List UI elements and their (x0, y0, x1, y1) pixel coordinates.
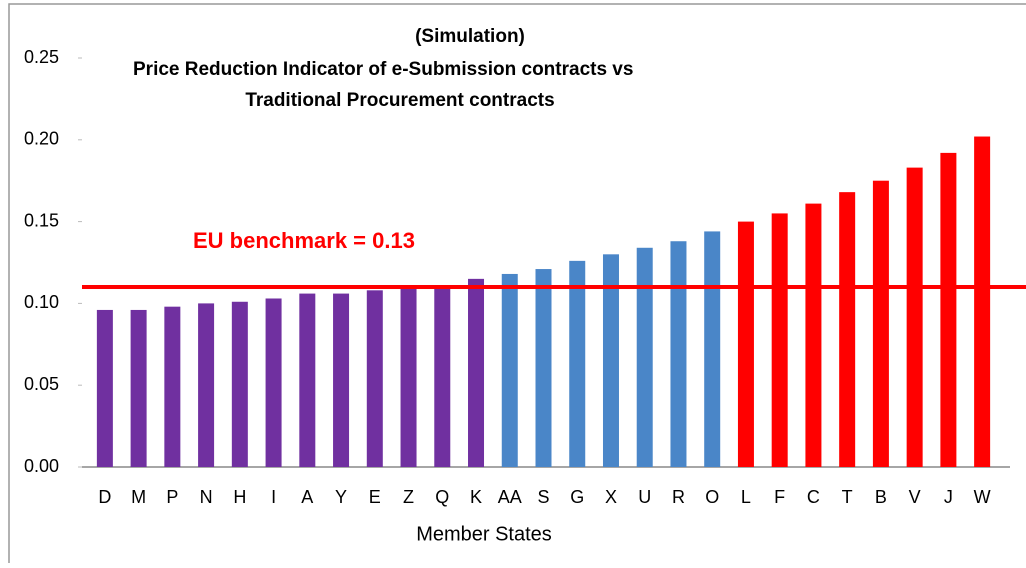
y-tick-label: 0.15 (24, 210, 59, 230)
chart-subtitle: Traditional Procurement contracts (245, 90, 554, 111)
x-tick-label: W (974, 487, 991, 507)
x-tick-label: K (470, 487, 482, 507)
bar (96, 309, 113, 467)
chart-border (8, 3, 1026, 568)
x-tick-label: U (638, 487, 651, 507)
x-axis-label: Member States (416, 523, 552, 545)
bar (602, 254, 619, 467)
x-tick-label: A (301, 487, 313, 507)
x-tick-label: F (774, 487, 785, 507)
x-tick-label: O (705, 487, 719, 507)
x-tick-label: Z (403, 487, 414, 507)
y-tick-label: 0.10 (24, 292, 59, 312)
bar (940, 152, 957, 467)
chart-subtitle: Price Reduction Indicator of e-Submissio… (133, 59, 633, 80)
x-tick-label: X (605, 487, 617, 507)
x-tick-label: Q (435, 487, 449, 507)
x-tick-label: C (807, 487, 820, 507)
x-tick-label: P (166, 487, 178, 507)
x-tick-label: AA (498, 487, 522, 507)
x-tick-label: I (271, 487, 276, 507)
bar (299, 293, 316, 467)
bar (771, 213, 788, 467)
x-tick-label: B (875, 487, 887, 507)
bar (704, 231, 721, 467)
bar (333, 293, 350, 467)
bar (434, 285, 451, 467)
bar (198, 303, 215, 467)
x-tick-label: Y (335, 487, 347, 507)
x-tick-label: H (233, 487, 246, 507)
bar (569, 260, 586, 467)
y-tick-label: 0.05 (24, 374, 59, 394)
bar (265, 298, 282, 467)
bar (501, 273, 518, 467)
bar (805, 203, 822, 467)
x-tick-label: J (944, 487, 953, 507)
bar (839, 192, 856, 468)
x-tick-label: T (842, 487, 853, 507)
bar (974, 136, 991, 467)
bar (737, 221, 754, 467)
bar (636, 247, 653, 467)
x-tick-label: M (131, 487, 146, 507)
x-tick-label: S (537, 487, 549, 507)
y-tick-label: 0.25 (24, 47, 59, 67)
y-tick-label: 0.20 (24, 129, 59, 149)
bar (164, 306, 181, 467)
annotation: EU benchmark = 0.13 (193, 228, 415, 253)
x-tick-label: N (200, 487, 213, 507)
chart-title: (Simulation) (415, 26, 525, 47)
bar (366, 290, 383, 467)
bar (535, 269, 552, 467)
y-tick-label: 0.00 (24, 456, 59, 476)
bar (670, 241, 687, 467)
x-tick-label: D (98, 487, 111, 507)
x-tick-label: G (570, 487, 584, 507)
bar (130, 309, 147, 467)
bar (231, 301, 248, 467)
x-tick-label: V (909, 487, 921, 507)
bar (400, 287, 417, 467)
x-tick-label: E (369, 487, 381, 507)
bar (906, 167, 923, 467)
bar (872, 180, 889, 467)
bar (468, 278, 485, 467)
x-tick-label: L (741, 487, 751, 507)
x-tick-label: R (672, 487, 685, 507)
